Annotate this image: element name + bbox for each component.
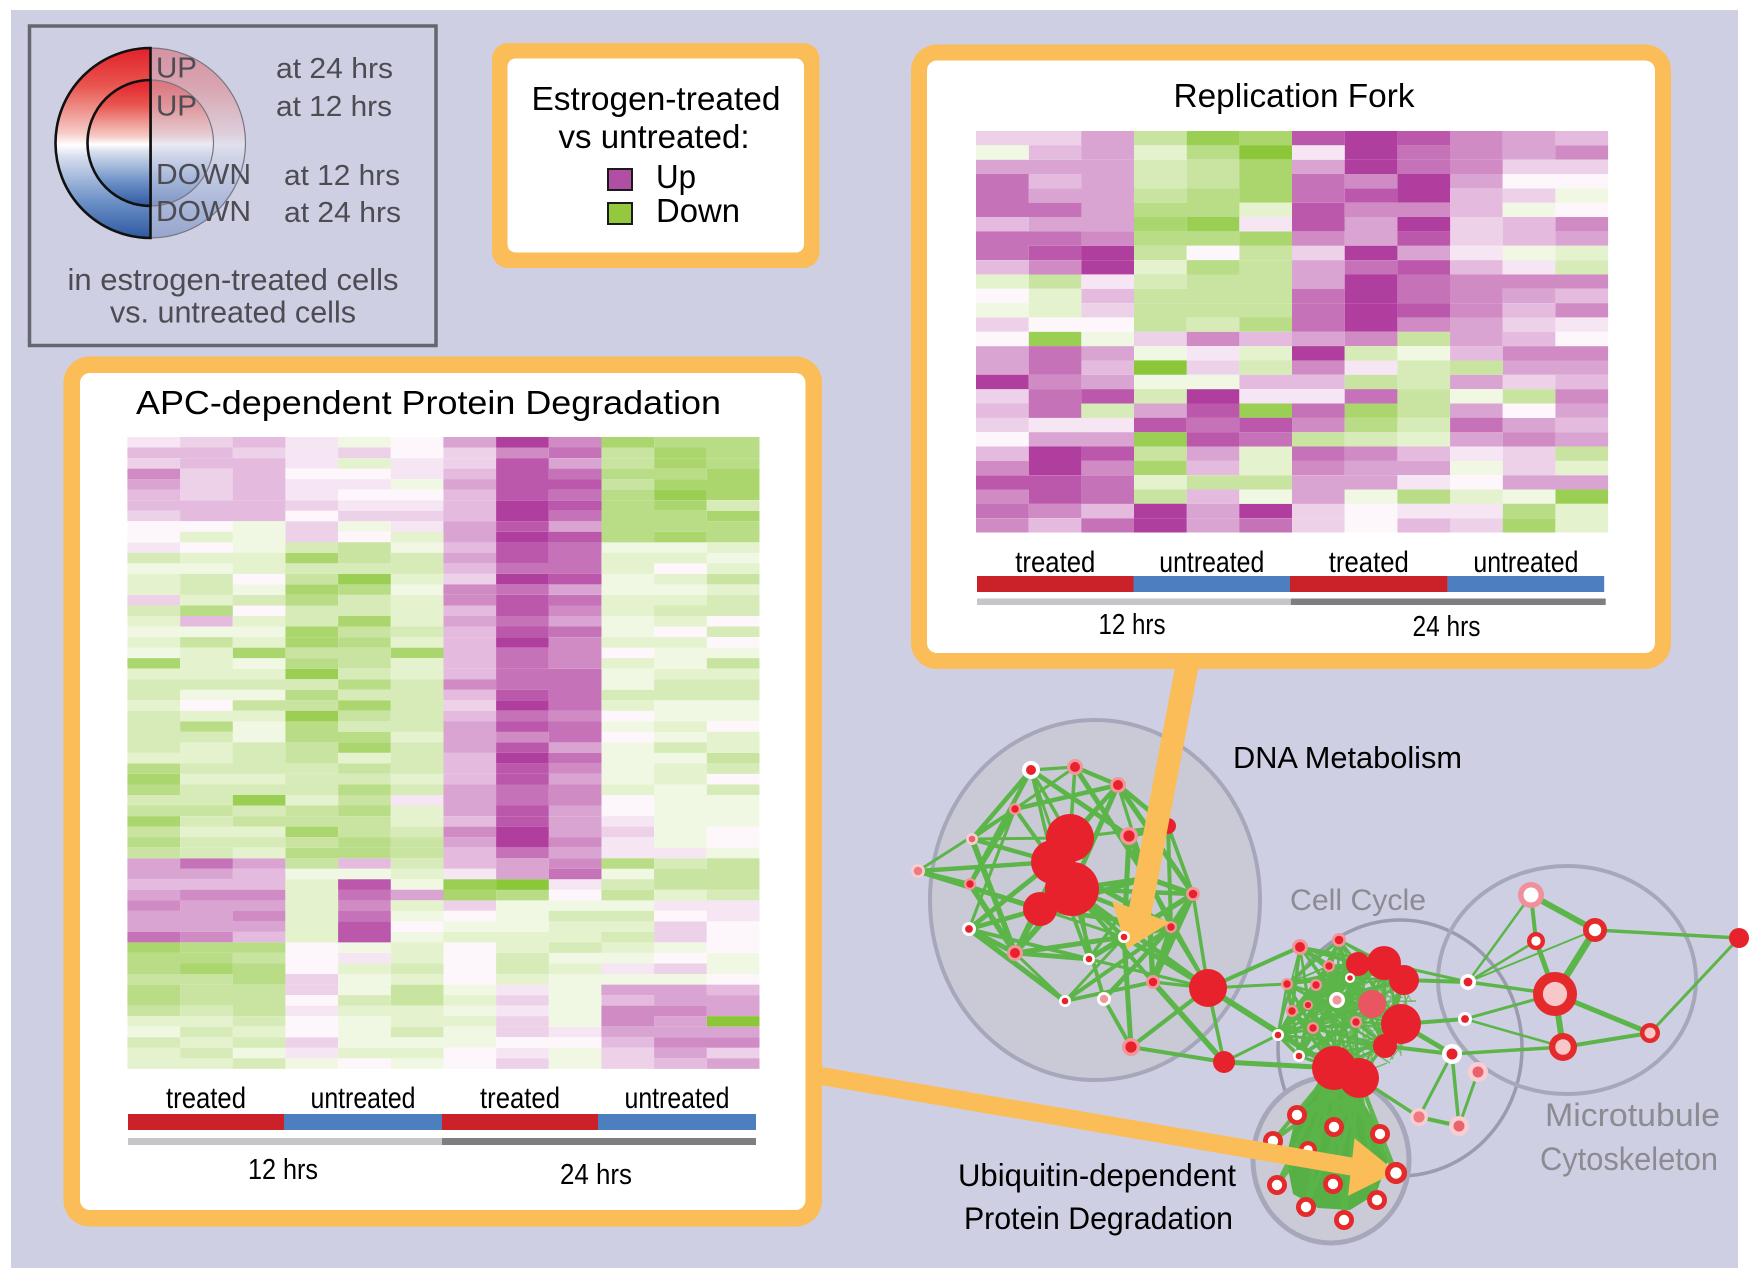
svg-text:Protein Degradation: Protein Degradation	[964, 1200, 1233, 1236]
svg-text:APC-dependent Protein Degradat: APC-dependent Protein Degradation	[136, 385, 721, 422]
svg-text:untreated: untreated	[311, 1082, 416, 1115]
svg-text:at 12 hrs: at 12 hrs	[284, 160, 400, 192]
svg-text:UP: UP	[156, 53, 197, 85]
svg-text:Down: Down	[656, 192, 740, 229]
svg-text:untreated: untreated	[1159, 546, 1264, 579]
svg-text:Estrogen-treated: Estrogen-treated	[532, 81, 781, 118]
svg-text:treated: treated	[1015, 546, 1095, 579]
svg-text:at 24 hrs: at 24 hrs	[284, 197, 401, 229]
svg-text:untreated: untreated	[625, 1082, 730, 1115]
svg-text:Cell Cycle: Cell Cycle	[1290, 884, 1426, 917]
svg-text:vs untreated:: vs untreated:	[559, 119, 750, 156]
svg-text:Up: Up	[656, 158, 696, 195]
svg-text:12 hrs: 12 hrs	[1099, 609, 1166, 641]
svg-text:treated: treated	[1329, 546, 1409, 579]
svg-text:UP: UP	[156, 91, 197, 123]
svg-text:Microtubule: Microtubule	[1545, 1097, 1720, 1133]
svg-text:24 hrs: 24 hrs	[1413, 611, 1481, 643]
svg-text:treated: treated	[480, 1082, 560, 1115]
svg-text:Cytoskeleton: Cytoskeleton	[1540, 1141, 1718, 1177]
svg-text:12 hrs: 12 hrs	[248, 1154, 318, 1186]
svg-text:untreated: untreated	[1473, 546, 1578, 579]
svg-text:treated: treated	[166, 1082, 246, 1115]
svg-text:DOWN: DOWN	[156, 159, 251, 191]
svg-text:in estrogen-treated cells: in estrogen-treated cells	[68, 262, 399, 297]
svg-text:Ubiquitin-dependent: Ubiquitin-dependent	[958, 1157, 1236, 1193]
svg-text:at 24 hrs: at 24 hrs	[276, 53, 393, 85]
svg-text:DOWN: DOWN	[156, 196, 251, 228]
svg-text:vs. untreated cells: vs. untreated cells	[110, 295, 356, 330]
svg-text:24 hrs: 24 hrs	[560, 1159, 632, 1191]
svg-text:Replication Fork: Replication Fork	[1174, 78, 1415, 115]
svg-text:at 12 hrs: at 12 hrs	[276, 91, 392, 123]
svg-text:DNA Metabolism: DNA Metabolism	[1233, 740, 1462, 775]
